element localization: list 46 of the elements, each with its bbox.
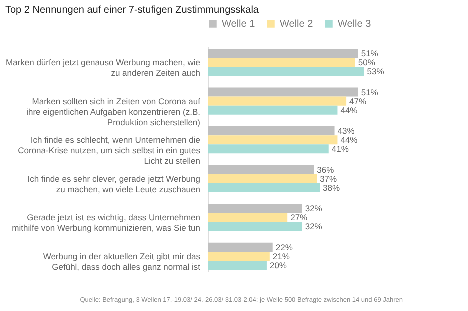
bar — [208, 242, 273, 252]
data-label: 20% — [270, 260, 288, 271]
y-tick-label: Werbung in der aktuellen Zeit gibt mir das Gefühl, dass doch alles ganz normal ist — [43, 251, 202, 272]
data-label: 32% — [305, 204, 323, 214]
bar — [208, 144, 329, 154]
y-tick-label: Marken dürfen jetzt genauso Werbung machen, wie zu anderen Zeiten auch — [6, 58, 201, 78]
bar — [208, 213, 288, 222]
bar — [208, 88, 358, 97]
data-label: 50% — [358, 58, 376, 68]
data-label: 44% — [340, 105, 358, 116]
y-tick-label: Marken sollten sich in Zeiten von Corona auf ihre eigentlichen Aufgaben konzentrieren (z.B. Produktion sicherstellen) — [26, 96, 202, 128]
data-label: 44% — [340, 135, 358, 146]
data-label: 53% — [367, 66, 385, 77]
data-label: 32% — [305, 222, 323, 232]
data-label: 47% — [350, 96, 368, 106]
bar — [208, 106, 338, 115]
legend-label: Welle 3 — [338, 19, 372, 30]
bar — [208, 252, 270, 262]
legend-label: Welle 1 — [222, 19, 256, 30]
bar — [208, 174, 318, 184]
data-label: 37% — [320, 174, 338, 184]
bar — [208, 165, 314, 174]
data-label: 41% — [332, 144, 350, 154]
bar — [208, 136, 338, 145]
data-label: 51% — [361, 87, 379, 98]
data-label: 22% — [276, 242, 294, 252]
bar — [208, 48, 358, 58]
legend-label: Welle 2 — [280, 19, 314, 30]
data-label: 38% — [323, 182, 340, 193]
data-label: 36% — [317, 164, 335, 175]
bar — [208, 204, 302, 214]
bar — [208, 96, 347, 106]
bar — [208, 67, 364, 76]
bar — [208, 222, 302, 232]
data-label: 21% — [272, 251, 290, 262]
y-tick-label: Gerade jetzt ist es wichtig, dass Unternehmen mithilfe von Werbung kommunizieren, was Sie tun — [12, 212, 201, 234]
y-tick-label: Ich finde es sehr clever, gerade jetzt Werbung zu machen, wo viele Leute zuschauen — [28, 174, 201, 194]
y-tick-label: Ich finde es schlecht, wenn Unternehmen die Corona-Krise nutzen, um sich selbst in ein gutes Licht zu stellen — [18, 135, 201, 166]
data-label: 43% — [338, 126, 356, 136]
bar — [208, 183, 320, 192]
chart-title: Top 2 Nennungen auf einer 7-stufigen Zustimmungsskala — [5, 5, 260, 16]
bar — [208, 126, 335, 136]
bar — [208, 58, 356, 68]
data-label: 51% — [361, 48, 379, 58]
bar — [208, 261, 267, 270]
data-label: 27% — [290, 212, 308, 223]
